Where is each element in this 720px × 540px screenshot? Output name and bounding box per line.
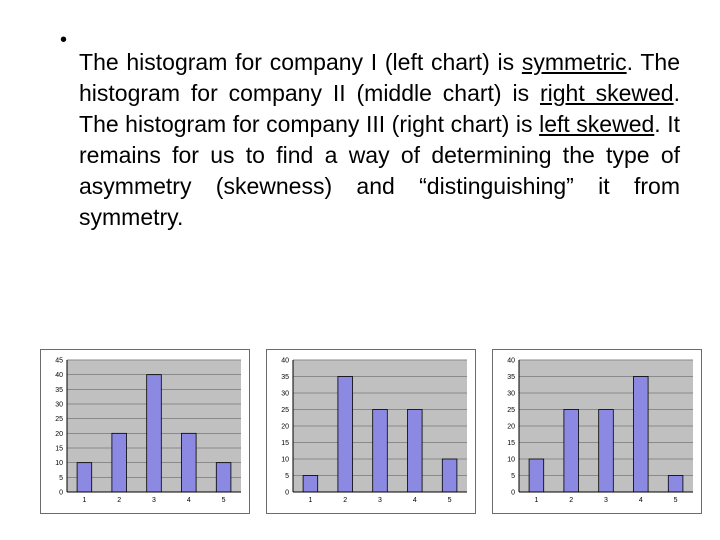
svg-text:5: 5 <box>448 497 452 504</box>
svg-text:5: 5 <box>674 497 678 504</box>
slide: • The histogram for company I (left char… <box>0 0 720 540</box>
underline-right-skewed: right skewed <box>540 80 674 106</box>
svg-text:2: 2 <box>117 497 121 504</box>
svg-text:5: 5 <box>59 475 63 482</box>
bar <box>112 433 127 492</box>
bar <box>529 459 544 492</box>
histogram-company-3: 0 5 10 15 20 25 30 35 40 1 2 3 4 5 <box>492 349 702 514</box>
svg-text:35: 35 <box>507 374 515 381</box>
svg-text:35: 35 <box>281 374 289 381</box>
bullet-block: • The histogram for company I (left char… <box>60 24 680 256</box>
svg-text:4: 4 <box>413 497 417 504</box>
svg-text:25: 25 <box>281 407 289 414</box>
svg-text:0: 0 <box>59 490 63 497</box>
underline-left-skewed: left skewed <box>539 111 654 137</box>
bar <box>442 459 457 492</box>
bar <box>147 375 162 492</box>
svg-text:5: 5 <box>222 497 226 504</box>
svg-text:25: 25 <box>507 407 515 414</box>
svg-text:40: 40 <box>55 372 63 379</box>
svg-text:0: 0 <box>511 490 515 497</box>
svg-text:2: 2 <box>343 497 347 504</box>
charts-row: 0510152025303540451234505101520253035401… <box>40 349 680 520</box>
svg-text:3: 3 <box>378 497 382 504</box>
bar <box>303 476 318 493</box>
svg-text:30: 30 <box>55 402 63 409</box>
bar <box>564 410 579 493</box>
svg-text:15: 15 <box>281 440 289 447</box>
svg-text:10: 10 <box>281 457 289 464</box>
text-segment: The histogram for company I (left chart)… <box>79 49 522 75</box>
svg-text:20: 20 <box>281 424 289 431</box>
bar <box>407 410 422 493</box>
bar <box>181 433 196 492</box>
histogram-company-1: 05101520253035404512345 <box>40 349 250 514</box>
svg-text:15: 15 <box>507 440 515 447</box>
svg-text:10: 10 <box>507 457 515 464</box>
bar <box>77 463 92 492</box>
svg-text:1: 1 <box>534 497 538 504</box>
body-paragraph: The histogram for company I (left chart)… <box>79 47 680 233</box>
svg-text:40: 40 <box>507 358 515 365</box>
svg-text:30: 30 <box>281 391 289 398</box>
svg-text:5: 5 <box>511 473 515 480</box>
svg-text:30: 30 <box>507 391 515 398</box>
svg-text:25: 25 <box>55 416 63 423</box>
svg-text:20: 20 <box>507 424 515 431</box>
svg-text:45: 45 <box>55 358 63 365</box>
svg-text:4: 4 <box>639 497 643 504</box>
histogram-company-2: 0 5 10 15 20 25 30 35 40 1 2 3 4 5 <box>266 349 476 514</box>
svg-text:5: 5 <box>285 473 289 480</box>
svg-text:3: 3 <box>152 497 156 504</box>
svg-text:4: 4 <box>187 497 191 504</box>
bar <box>599 410 614 493</box>
svg-text:35: 35 <box>55 387 63 394</box>
svg-text:1: 1 <box>82 497 86 504</box>
svg-text:2: 2 <box>569 497 573 504</box>
bar <box>216 463 231 492</box>
bar <box>338 377 353 493</box>
bar <box>633 377 648 493</box>
underline-symmetric: symmetric <box>522 49 627 75</box>
svg-text:20: 20 <box>55 431 63 438</box>
svg-text:10: 10 <box>55 460 63 467</box>
svg-text:1: 1 <box>308 497 312 504</box>
svg-text:0: 0 <box>285 490 289 497</box>
bullet-dot: • <box>60 24 67 56</box>
bar <box>373 410 388 493</box>
svg-text:3: 3 <box>604 497 608 504</box>
bar <box>668 476 683 493</box>
svg-text:15: 15 <box>55 446 63 453</box>
svg-text:40: 40 <box>281 358 289 365</box>
